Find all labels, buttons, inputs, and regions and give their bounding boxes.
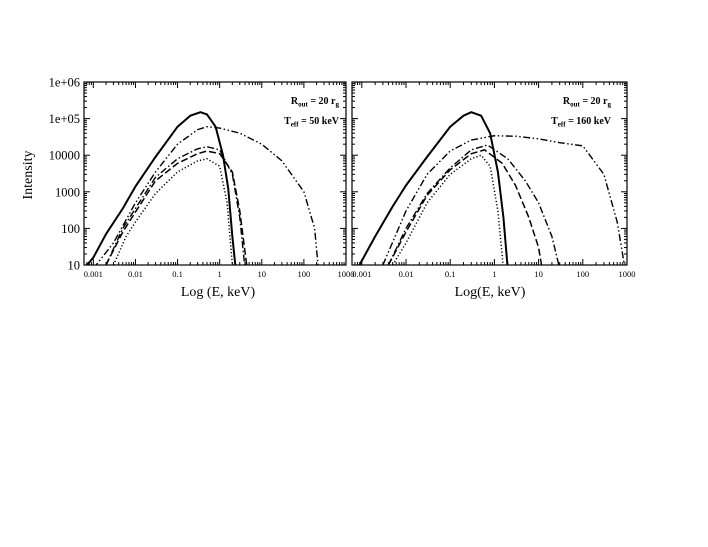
series-group (358, 111, 626, 265)
x-axis-label-right: Log(E, keV) (455, 285, 526, 300)
y-tick-label: 1000 (55, 185, 80, 199)
annotation-teff: Teff = 50 keV (284, 116, 340, 129)
x-tick-label: 100 (298, 269, 311, 279)
series-line-dotted (392, 154, 504, 265)
x-tick-label: 10 (534, 269, 543, 279)
panel-left: 0.001 0.01 0.1 1 10 100 1000 10 100 1000 10000 1e+0… (49, 76, 355, 280)
series-line-dashed (387, 149, 543, 265)
annotation-rout: Rout = 20 rg (291, 96, 340, 109)
series-line-dash-dot (387, 144, 560, 265)
annotation-teff: Teff = 160 keV (551, 116, 612, 129)
plot-frame (351, 81, 628, 266)
x-tick-label: 0.01 (399, 269, 414, 279)
series-line-dash-dot-dot (382, 135, 626, 265)
series-line-dashed (105, 150, 248, 265)
y-tick-label: 1e+05 (49, 112, 80, 126)
x-tick-label: 0.001 (352, 269, 371, 279)
y-tick-label: 100 (61, 222, 80, 236)
y-tick-label: 10000 (49, 149, 80, 163)
x-tick-label: 0.1 (172, 269, 183, 279)
x-tick-label: 1000 (619, 269, 636, 279)
series-group (85, 111, 319, 265)
y-tick-label: 1e+06 (49, 76, 80, 90)
series-line-solid (85, 111, 237, 265)
x-axis-label-left: Log (E, keV) (181, 285, 256, 300)
x-tick-label: 1000 (338, 269, 355, 279)
y-axis-label: Intensity (21, 151, 36, 200)
x-tick-label: 100 (576, 269, 589, 279)
series-line-solid (358, 111, 509, 265)
plot-frame (83, 81, 347, 266)
x-tick-label: 10 (258, 269, 267, 279)
y-tick-label: 10 (68, 259, 81, 273)
x-tick-label: 0.01 (128, 269, 143, 279)
x-tick-label: 0.001 (84, 269, 103, 279)
series-line-dash-dot-dot (95, 126, 319, 265)
x-tick-label: 1 (492, 269, 496, 279)
x-tick-label: 1 (218, 269, 222, 279)
panel-right: 0.001 0.01 0.1 1 10 100 1000 Rout = 20 rg Teff =… (351, 81, 636, 279)
annotation-rout: Rout = 20 rg (563, 96, 612, 109)
x-tick-label: 0.1 (445, 269, 456, 279)
